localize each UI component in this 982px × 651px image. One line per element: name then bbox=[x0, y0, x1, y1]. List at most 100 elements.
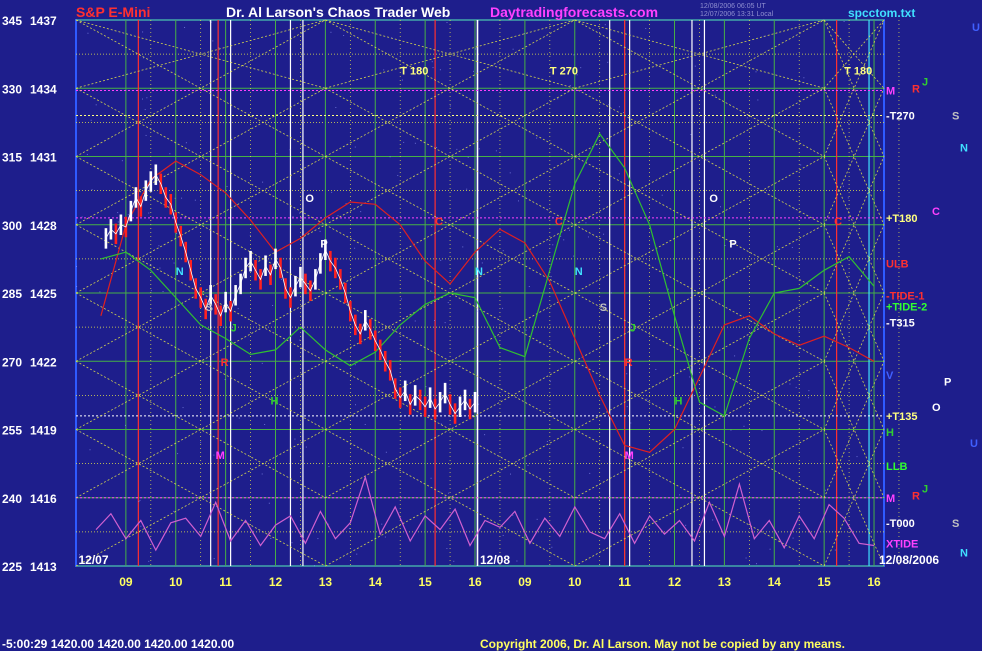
background-speck bbox=[589, 472, 591, 474]
background-speck bbox=[856, 456, 858, 458]
background-speck bbox=[819, 358, 821, 360]
projection-line bbox=[75, 87, 326, 226]
annotation-label: P bbox=[320, 239, 327, 251]
far-right-label: U bbox=[972, 22, 980, 34]
background-speck bbox=[348, 527, 350, 529]
background-speck bbox=[319, 230, 321, 232]
background-speck bbox=[843, 21, 845, 23]
background-speck bbox=[276, 153, 278, 155]
background-speck bbox=[618, 106, 620, 108]
background-speck bbox=[444, 496, 446, 498]
annotation-label: T 270 bbox=[550, 66, 578, 78]
background-speck bbox=[630, 422, 632, 424]
background-speck bbox=[425, 386, 427, 388]
background-speck bbox=[834, 549, 836, 551]
background-speck bbox=[551, 546, 553, 548]
background-speck bbox=[432, 67, 434, 69]
projection-line bbox=[574, 224, 825, 362]
x-tick-label: 12 bbox=[668, 575, 682, 589]
background-speck bbox=[403, 141, 405, 143]
background-speck bbox=[569, 85, 571, 87]
background-speck bbox=[384, 536, 386, 538]
projection-line bbox=[823, 224, 885, 362]
background-speck bbox=[117, 221, 119, 223]
background-speck bbox=[269, 414, 271, 416]
projection-line bbox=[823, 88, 885, 225]
background-speck bbox=[200, 441, 202, 443]
background-speck bbox=[714, 94, 716, 96]
background-speck bbox=[795, 386, 797, 388]
background-speck bbox=[86, 153, 88, 155]
right-level-label: M bbox=[886, 493, 895, 505]
annotation-label: M bbox=[625, 450, 634, 462]
background-speck bbox=[745, 557, 747, 559]
annotation-label: S bbox=[600, 302, 607, 314]
background-speck bbox=[330, 31, 332, 33]
background-speck bbox=[76, 265, 78, 267]
background-speck bbox=[226, 186, 228, 188]
x-tick-label: 10 bbox=[169, 575, 183, 589]
x-tick-label: 09 bbox=[119, 575, 133, 589]
background-speck bbox=[661, 194, 663, 196]
background-speck bbox=[576, 74, 578, 76]
background-speck bbox=[146, 97, 148, 99]
background-speck bbox=[475, 48, 477, 50]
background-speck bbox=[550, 276, 552, 278]
x-tick-label: 16 bbox=[468, 575, 482, 589]
background-speck bbox=[682, 447, 684, 449]
background-speck bbox=[178, 417, 180, 419]
background-speck bbox=[803, 77, 805, 79]
background-speck bbox=[756, 563, 758, 565]
background-speck bbox=[527, 464, 529, 466]
background-speck bbox=[280, 278, 282, 280]
projection-line bbox=[823, 292, 885, 430]
far-right-label: J bbox=[922, 76, 928, 88]
projection-line bbox=[325, 87, 575, 226]
background-speck bbox=[440, 259, 442, 261]
projection-line bbox=[75, 429, 326, 567]
background-speck bbox=[237, 308, 239, 310]
annotation-label: C bbox=[435, 216, 443, 228]
projection-line bbox=[325, 292, 575, 430]
plot-layer: 345 1437 330 1434 315 1431 300 1428 285 1425 270 14… bbox=[2, 14, 980, 589]
projection-line bbox=[75, 87, 326, 226]
right-level-label: +T180 bbox=[886, 213, 918, 225]
background-speck bbox=[127, 214, 129, 216]
data-file-name: spcctom.txt bbox=[848, 6, 916, 20]
projection-line bbox=[823, 156, 885, 294]
background-speck bbox=[847, 197, 849, 199]
projection-line bbox=[75, 156, 326, 294]
background-speck bbox=[509, 172, 511, 174]
projection-line bbox=[75, 292, 326, 430]
y-tick-label: 1422 bbox=[30, 355, 57, 369]
annotation-label: H bbox=[271, 395, 279, 407]
background-speck bbox=[305, 446, 307, 448]
background-speck bbox=[328, 466, 330, 468]
background-speck bbox=[162, 291, 164, 293]
background-speck bbox=[495, 150, 497, 152]
y-tick-label: 1425 bbox=[30, 287, 57, 301]
background-speck bbox=[145, 134, 147, 136]
background-speck bbox=[761, 430, 763, 432]
background-speck bbox=[622, 112, 624, 114]
x-tick-label: 15 bbox=[418, 575, 432, 589]
background-speck bbox=[261, 362, 263, 364]
background-speck bbox=[626, 373, 628, 375]
background-speck bbox=[714, 406, 716, 408]
background-speck bbox=[383, 69, 385, 71]
background-speck bbox=[289, 149, 291, 151]
background-speck bbox=[174, 197, 176, 199]
background-speck bbox=[719, 206, 721, 208]
right-level-label: XTIDE bbox=[886, 538, 918, 550]
annotation-label: H bbox=[675, 395, 683, 407]
background-speck bbox=[793, 208, 795, 210]
x-tick-label: 11 bbox=[618, 575, 631, 589]
background-speck bbox=[356, 553, 358, 555]
far-right-label: R bbox=[912, 83, 920, 95]
y-tick-label: 240 bbox=[2, 492, 22, 506]
projection-line bbox=[75, 292, 326, 430]
background-speck bbox=[422, 402, 424, 404]
far-right-label: N bbox=[960, 547, 968, 559]
